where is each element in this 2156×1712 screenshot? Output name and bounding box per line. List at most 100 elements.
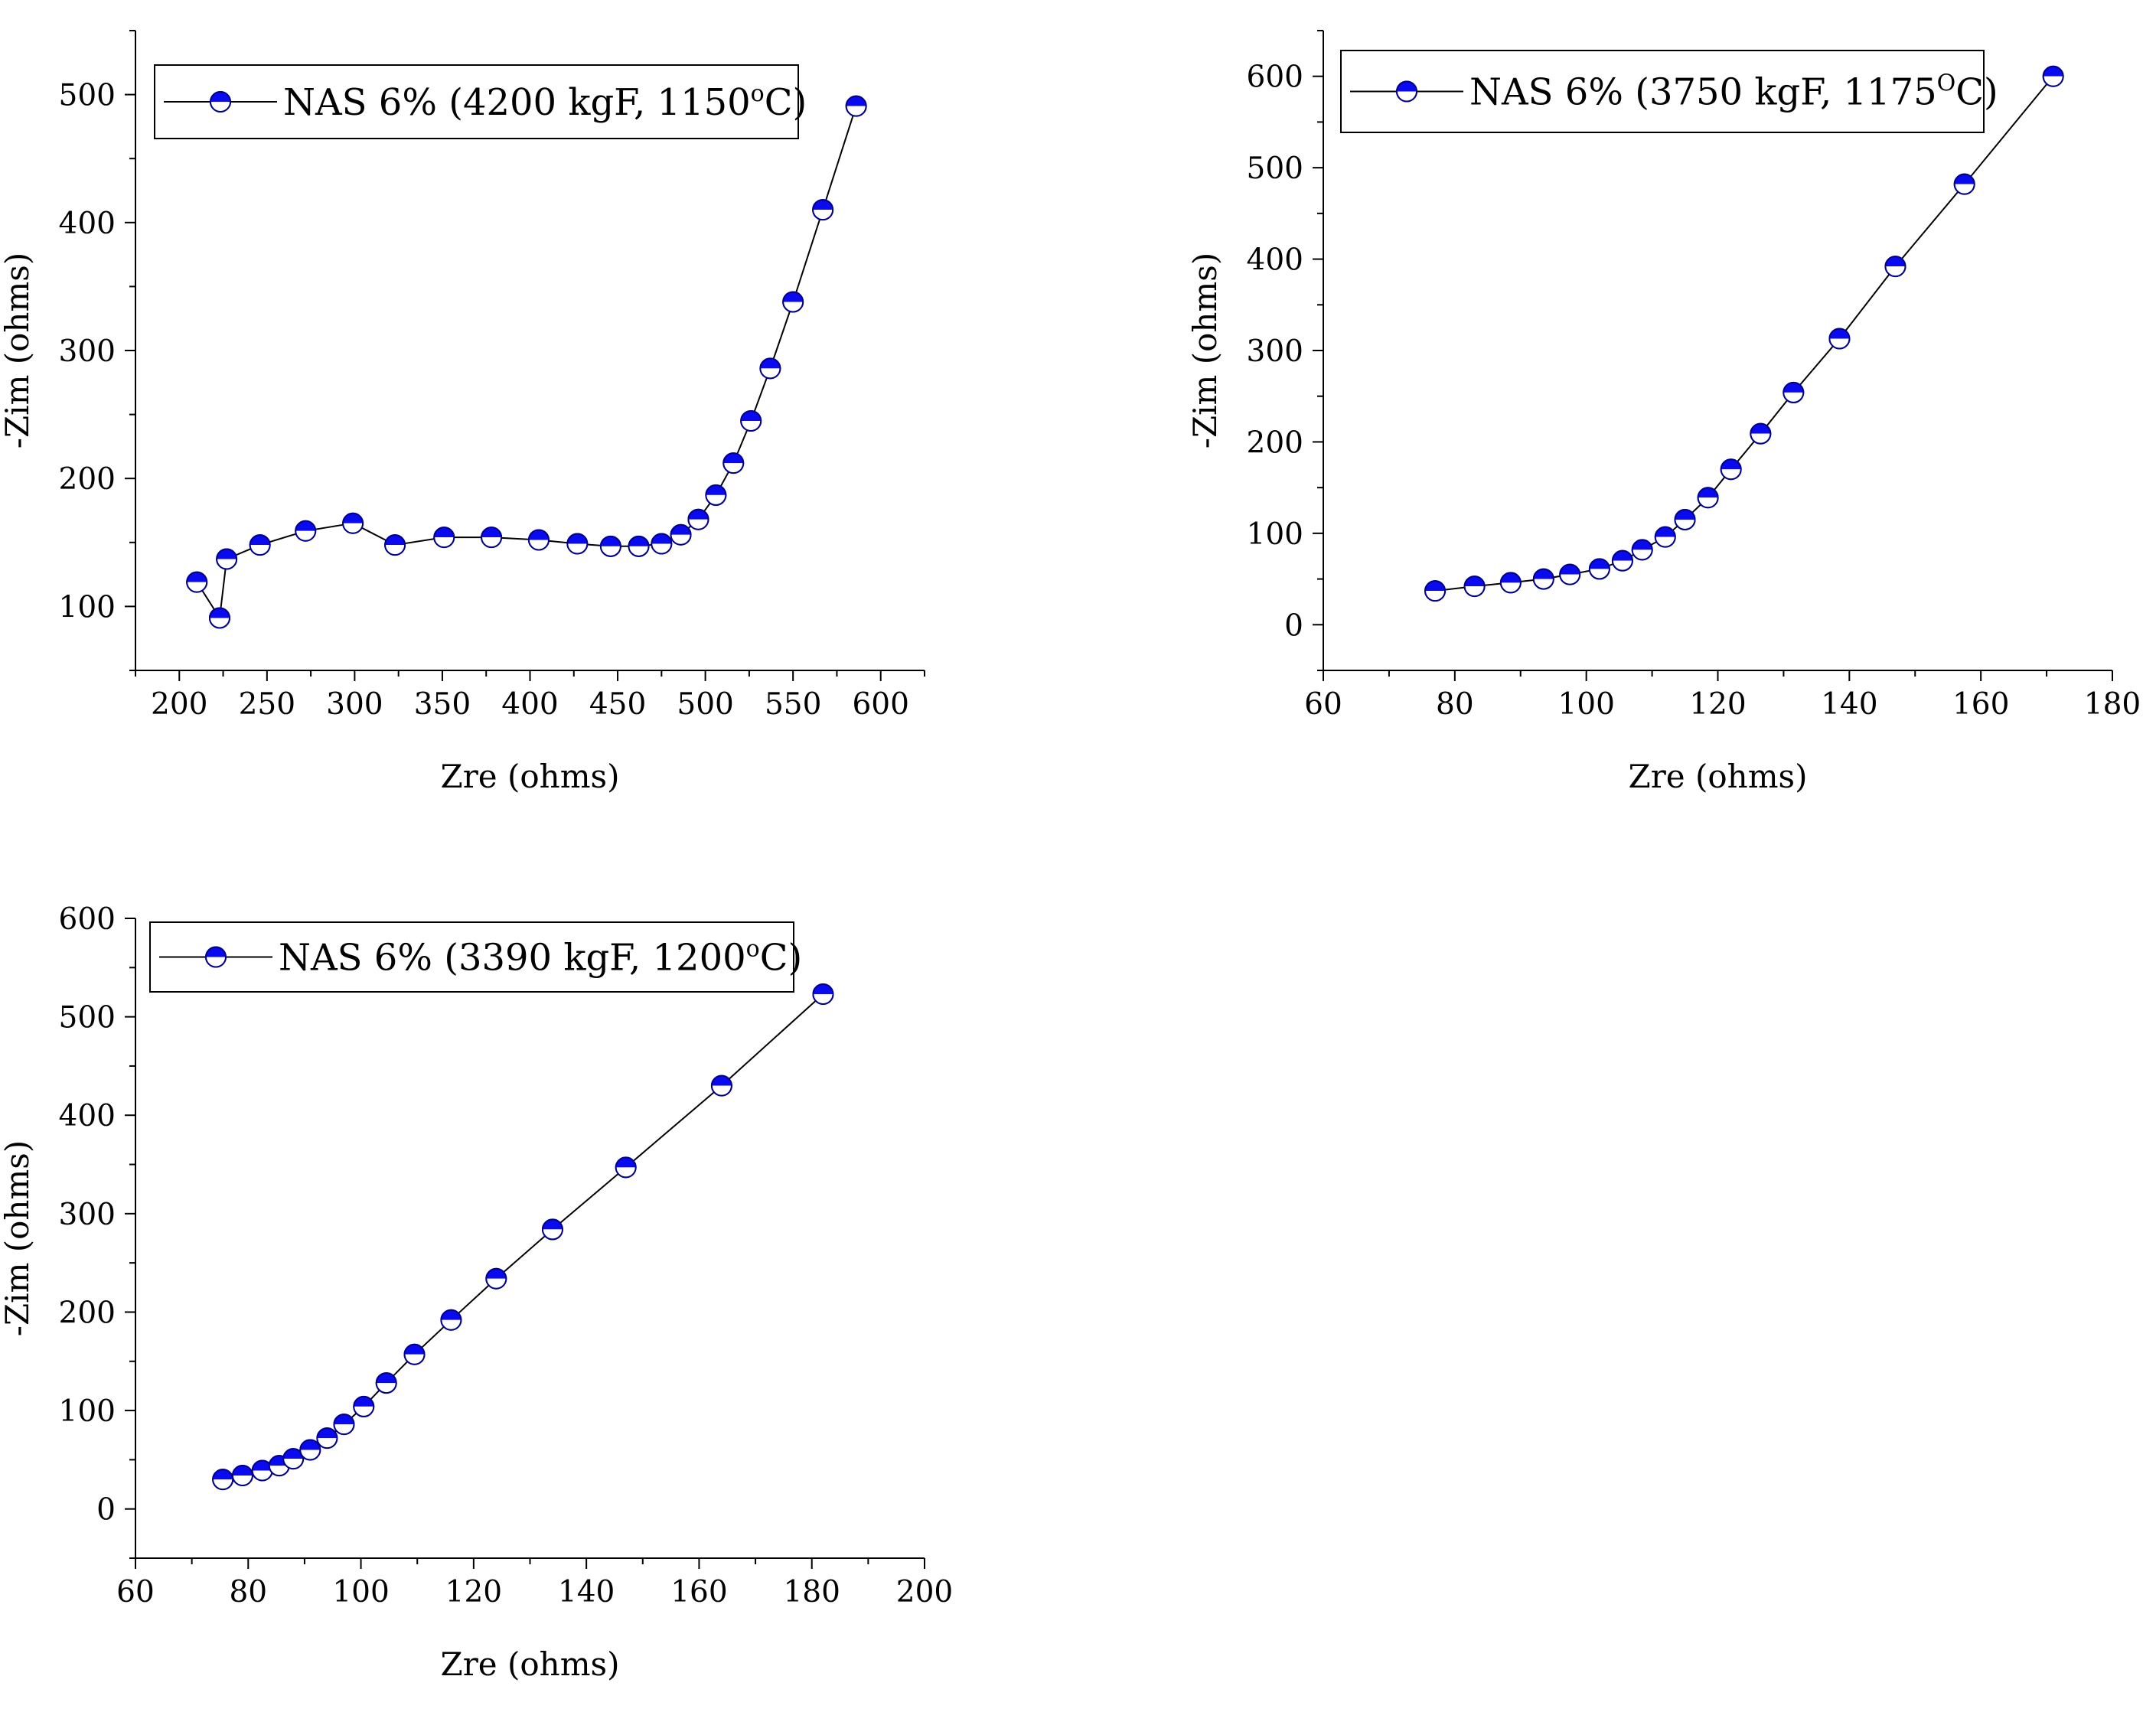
marker-outline	[1674, 508, 1696, 530]
marker-top-half	[723, 453, 744, 464]
marker-top-half	[295, 520, 316, 531]
marker-bottom-half	[1954, 184, 1975, 194]
x-tick-label: 250	[239, 687, 295, 722]
marker-top-half	[283, 1449, 304, 1459]
marker-top-half	[354, 1396, 374, 1407]
x-tick-label: 120	[1689, 687, 1746, 722]
marker-top-half	[209, 608, 230, 618]
x-tick-label: 160	[1952, 687, 2009, 722]
marker-outline	[299, 1439, 321, 1461]
marker-outline	[740, 409, 762, 432]
data-point	[251, 1459, 273, 1482]
marker-top-half	[846, 96, 866, 106]
marker-outline	[249, 534, 271, 556]
data-point	[212, 1469, 234, 1491]
marker-bottom-half	[187, 582, 207, 592]
marker-outline	[705, 484, 727, 506]
marker-bottom-half	[813, 210, 833, 220]
marker-outline	[342, 512, 364, 534]
data-point	[433, 527, 455, 549]
marker-outline	[651, 533, 673, 555]
marker-outline	[2042, 65, 2064, 87]
marker-outline	[333, 1414, 355, 1436]
marker-outline	[231, 1464, 253, 1486]
y-tick-label: 100	[59, 590, 116, 624]
marker-bottom-half	[1655, 536, 1675, 547]
data-point	[1559, 563, 1581, 585]
marker-outline	[670, 523, 692, 546]
marker-top-half	[250, 535, 270, 546]
marker-top-half	[1954, 174, 1975, 184]
marker-bottom-half	[567, 543, 588, 554]
marker-top-half	[542, 1219, 563, 1230]
marker-top-half	[317, 1428, 338, 1439]
data-point	[384, 534, 406, 556]
x-tick-label: 120	[445, 1575, 502, 1609]
marker-outline	[1750, 422, 1772, 445]
marker-bottom-half	[1560, 574, 1580, 585]
marker-bottom-half	[1675, 519, 1695, 530]
data-point	[1783, 381, 1805, 403]
data-point	[722, 452, 745, 474]
marker-top-half	[1612, 550, 1632, 561]
marker-bottom-half	[317, 1438, 338, 1449]
x-tick-label: 80	[229, 1575, 267, 1609]
x-tick-label: 550	[765, 687, 821, 722]
marker-outline	[1559, 563, 1581, 585]
chart-panel-1: 200 250 300 350 400 450 500 550 600 100 200 300 400 5…	[0, 30, 925, 795]
marker-bottom-half	[628, 546, 649, 556]
data-point	[687, 508, 709, 530]
marker-top-half	[528, 530, 549, 540]
marker-outline	[485, 1267, 507, 1290]
y-tick-label: 400	[59, 207, 116, 241]
marker-top-half	[783, 292, 804, 302]
y-tick-label: 200	[1247, 426, 1303, 460]
x-axis-title: Zre (ohms)	[441, 1645, 620, 1683]
data-point	[710, 1074, 732, 1097]
marker-top-half	[711, 1075, 732, 1086]
legend-marker	[205, 946, 227, 968]
data-point	[1463, 576, 1486, 598]
marker-bottom-half	[1533, 579, 1554, 589]
marker-bottom-half	[1721, 469, 1741, 480]
marker-top-half	[1675, 509, 1695, 520]
marker-outline	[599, 535, 621, 557]
data-point	[186, 571, 208, 593]
marker-outline	[1720, 458, 1742, 481]
data-point	[231, 1464, 253, 1486]
x-tick-label: 180	[2084, 687, 2141, 722]
x-tick-label: 500	[677, 687, 733, 722]
marker-outline	[1697, 487, 1719, 509]
marker-top-half	[1721, 459, 1741, 470]
marker-outline	[615, 1156, 637, 1179]
marker-top-half	[760, 358, 781, 369]
x-tick-label: 200	[151, 687, 207, 722]
x-tick-label: 100	[1557, 687, 1614, 722]
marker-bottom-half	[252, 1470, 272, 1481]
data-point	[1674, 508, 1696, 530]
marker-outline	[375, 1372, 397, 1394]
marker-bottom-half	[376, 1383, 396, 1394]
data-point	[651, 533, 673, 555]
data-point	[628, 535, 650, 557]
marker-outline	[1588, 558, 1610, 580]
marker-outline	[782, 291, 804, 313]
marker-outline	[208, 607, 230, 629]
marker-top-half	[1783, 382, 1804, 393]
marker-bottom-half	[250, 545, 270, 556]
marker-bottom-half	[1750, 433, 1771, 444]
marker-top-half	[481, 527, 502, 538]
marker-top-half	[1655, 527, 1675, 537]
data-point	[1424, 580, 1447, 602]
data-point	[1720, 458, 1742, 481]
y-tick-label: 500	[59, 79, 116, 113]
marker-bottom-half	[206, 957, 226, 967]
marker-bottom-half	[760, 368, 781, 379]
legend-label: NAS 6% (4200 kgF, 1150oC)	[283, 80, 807, 124]
y-tick-label: 500	[59, 1001, 116, 1035]
marker-top-half	[813, 984, 833, 995]
y-tick-label: 300	[59, 1198, 116, 1232]
marker-bottom-half	[783, 302, 804, 312]
marker-top-half	[300, 1440, 321, 1450]
